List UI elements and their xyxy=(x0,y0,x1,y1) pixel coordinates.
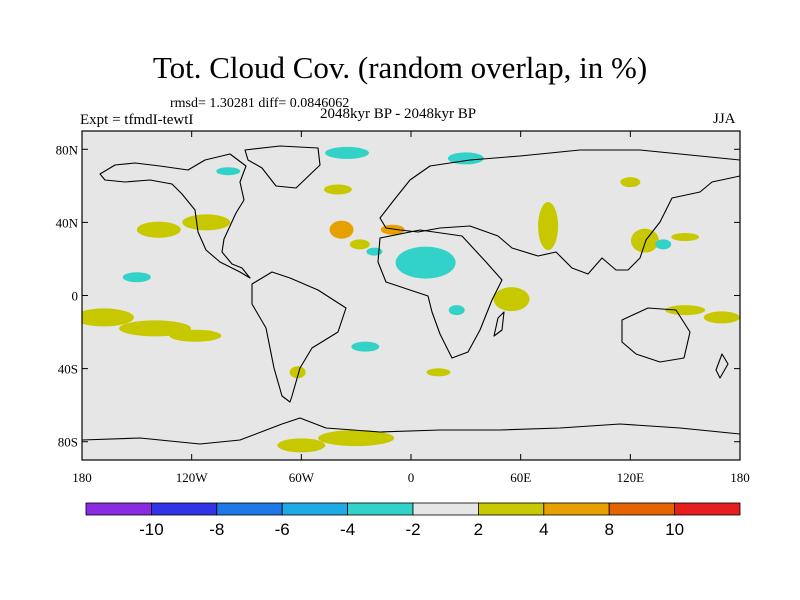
anomaly-region-17 xyxy=(448,305,465,316)
coastline-new-zealand xyxy=(715,353,729,379)
x-tick-label-0: 180 xyxy=(72,470,92,485)
coastline-south-america xyxy=(251,271,347,403)
anomaly-region-20 xyxy=(655,239,672,250)
coastline-eurasia xyxy=(379,149,740,275)
y-tick-label-4: 80S xyxy=(58,435,78,450)
anomaly-region-12 xyxy=(289,366,306,379)
anomaly-region-27 xyxy=(447,152,484,165)
anomaly-region-8 xyxy=(380,224,405,235)
y-tick-label-3: 40S xyxy=(58,362,78,377)
anomaly-region-21 xyxy=(671,233,700,242)
y-tick-label-2: 0 xyxy=(72,289,79,304)
anomaly-region-13 xyxy=(277,438,326,453)
coastline-australia xyxy=(621,307,691,363)
colorbar-label-6: 4 xyxy=(539,520,548,539)
anomaly-region-18 xyxy=(538,202,559,251)
anomaly-region-7 xyxy=(323,184,352,195)
x-tick-label-3: 0 xyxy=(408,470,415,485)
experiment-label: Expt = tfmdI-tewtI xyxy=(80,112,194,128)
colorbar-swatch-6 xyxy=(477,502,545,516)
anomaly-region-25 xyxy=(122,272,151,283)
colorbar-label-5: 2 xyxy=(474,520,483,539)
colorbar-swatch-0 xyxy=(85,502,152,516)
anomaly-region-4 xyxy=(169,329,222,342)
x-tick-label-5: 120E xyxy=(617,470,645,485)
anomaly-region-26 xyxy=(325,146,370,159)
x-tick-label-2: 60W xyxy=(289,470,315,485)
anomaly-region-16 xyxy=(493,287,530,312)
colorbar-swatch-2 xyxy=(216,502,283,516)
anomaly-region-0 xyxy=(136,221,181,238)
anomaly-region-9 xyxy=(395,246,456,279)
x-tick-label-6: 180 xyxy=(730,470,750,485)
colorbar-swatch-5 xyxy=(412,502,479,516)
y-tick-label-0: 80N xyxy=(56,142,79,157)
anomaly-region-23 xyxy=(665,305,706,316)
colorbar-label-1: -8 xyxy=(209,520,224,539)
colorbar-label-2: -6 xyxy=(275,520,290,539)
coastline-antarctica xyxy=(82,417,740,445)
coastline-greenland xyxy=(244,145,321,189)
anomaly-region-6 xyxy=(349,239,370,250)
coastline-north-america xyxy=(99,153,251,279)
colorbar-label-0: -10 xyxy=(139,520,164,539)
stats-label: rmsd= 1.30281 diff= 0.0846062 xyxy=(170,96,350,111)
anomaly-region-14 xyxy=(318,430,395,447)
anomaly-region-11 xyxy=(351,341,380,352)
colorbar-label-8: 10 xyxy=(665,520,684,539)
colorbar-swatch-8 xyxy=(608,502,676,516)
y-tick-label-1: 40N xyxy=(56,215,79,230)
anomaly-region-1 xyxy=(182,214,231,231)
coastline-africa xyxy=(377,229,503,359)
colorbar-swatch-3 xyxy=(281,502,349,516)
colorbar-label-7: 8 xyxy=(604,520,613,539)
anomaly-region-3 xyxy=(119,320,192,337)
chart-title: Tot. Cloud Cov. (random overlap, in %) xyxy=(152,50,648,85)
colorbar-label-4: -2 xyxy=(405,520,420,539)
anomaly-region-2 xyxy=(82,308,134,327)
coastline-madagascar xyxy=(493,311,505,337)
anomaly-region-22 xyxy=(620,177,641,188)
colorbar-swatch-7 xyxy=(543,502,610,516)
colorbar-swatch-4 xyxy=(347,502,414,516)
period-label: 2048kyr BP - 2048kyr BP xyxy=(320,106,477,122)
colorbar-swatch-9 xyxy=(674,502,741,516)
anomaly-region-5 xyxy=(329,220,354,239)
anomaly-region-15 xyxy=(426,368,451,377)
colorbar-label-3: -4 xyxy=(340,520,355,539)
map-background xyxy=(82,131,740,460)
anomaly-region-24 xyxy=(703,311,740,324)
anomaly-region-28 xyxy=(216,167,241,176)
x-tick-label-4: 60E xyxy=(510,470,531,485)
x-tick-label-1: 120W xyxy=(176,470,209,485)
colorbar-swatch-1 xyxy=(150,502,218,516)
season-label: JJA xyxy=(713,111,736,127)
anomaly-region-10 xyxy=(366,247,383,256)
anomaly-region-19 xyxy=(630,228,659,253)
